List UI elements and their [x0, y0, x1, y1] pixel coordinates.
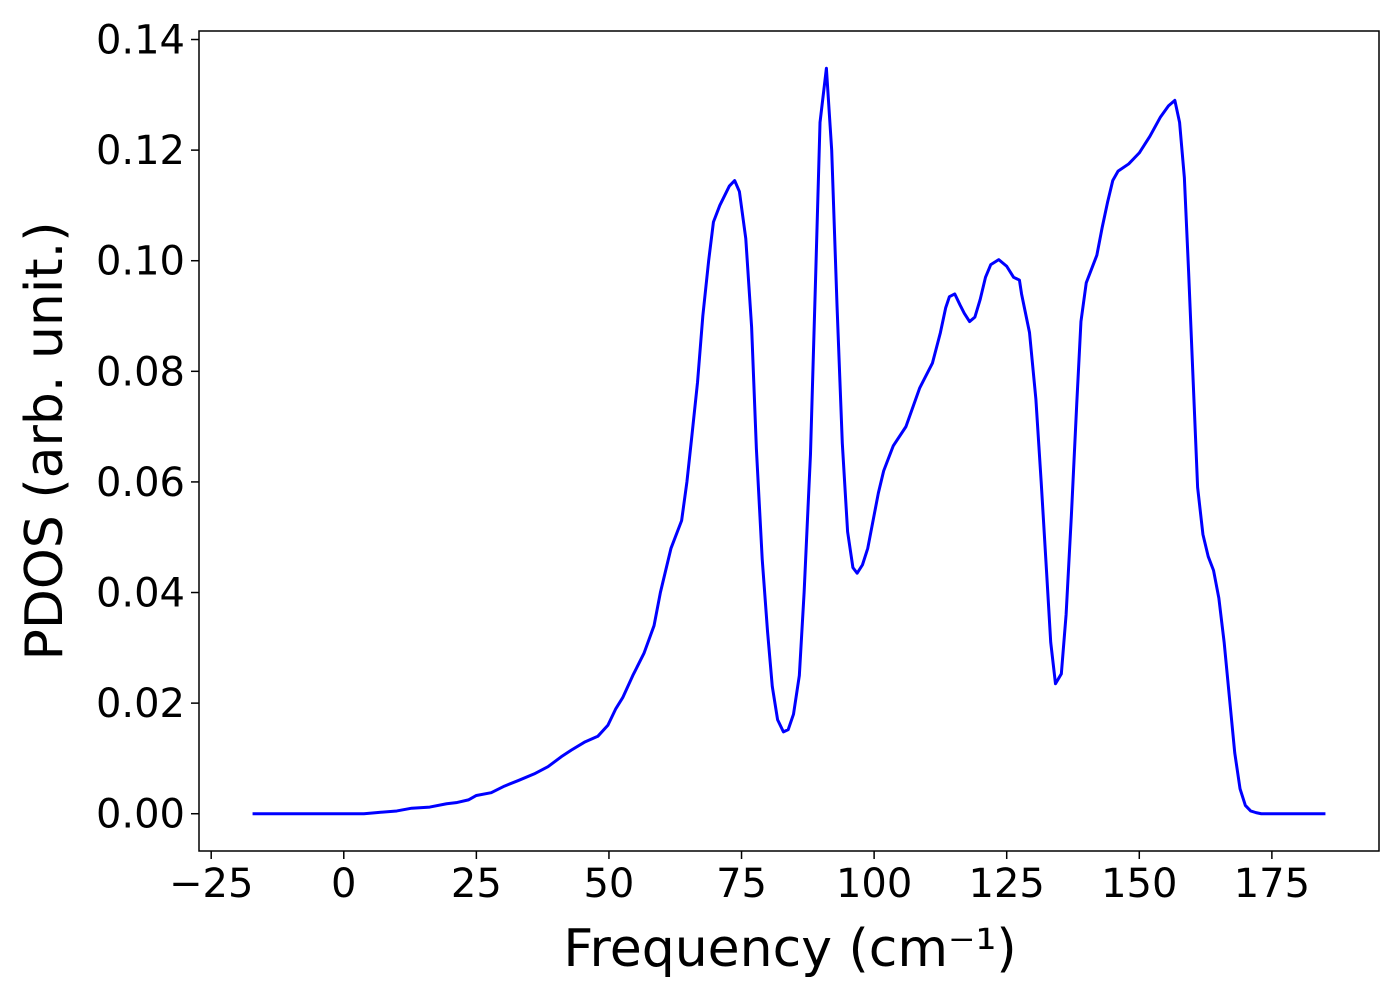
y-tick-label: 0.02 [96, 681, 185, 727]
x-tick-label: 25 [451, 861, 502, 907]
y-tick-label: 0.04 [96, 571, 185, 617]
x-tick-label: 125 [969, 861, 1045, 907]
y-tick-label: 0.08 [96, 349, 185, 395]
x-tick-label: 175 [1234, 861, 1310, 907]
y-tick-label: 0.12 [96, 128, 185, 174]
line [252, 66, 1326, 816]
x-axis-label: Frequency (cm⁻¹) [563, 919, 1016, 979]
x-tick-label: 50 [583, 861, 634, 907]
x-tick-label: 75 [716, 861, 767, 907]
y-tick-label: 0.14 [96, 18, 185, 64]
x-tick-label: 100 [836, 861, 912, 907]
y-tick-label: 0.06 [96, 460, 185, 506]
y-axis-label: PDOS (arb. unit.) [15, 221, 75, 660]
x-tick-label: −25 [169, 861, 253, 907]
plot-frame [198, 30, 1380, 852]
x-tick-label: 0 [331, 861, 356, 907]
y-tick-label: 0.10 [96, 239, 185, 285]
x-tick-label: 150 [1101, 861, 1177, 907]
y-tick-label: 0.00 [96, 792, 185, 838]
